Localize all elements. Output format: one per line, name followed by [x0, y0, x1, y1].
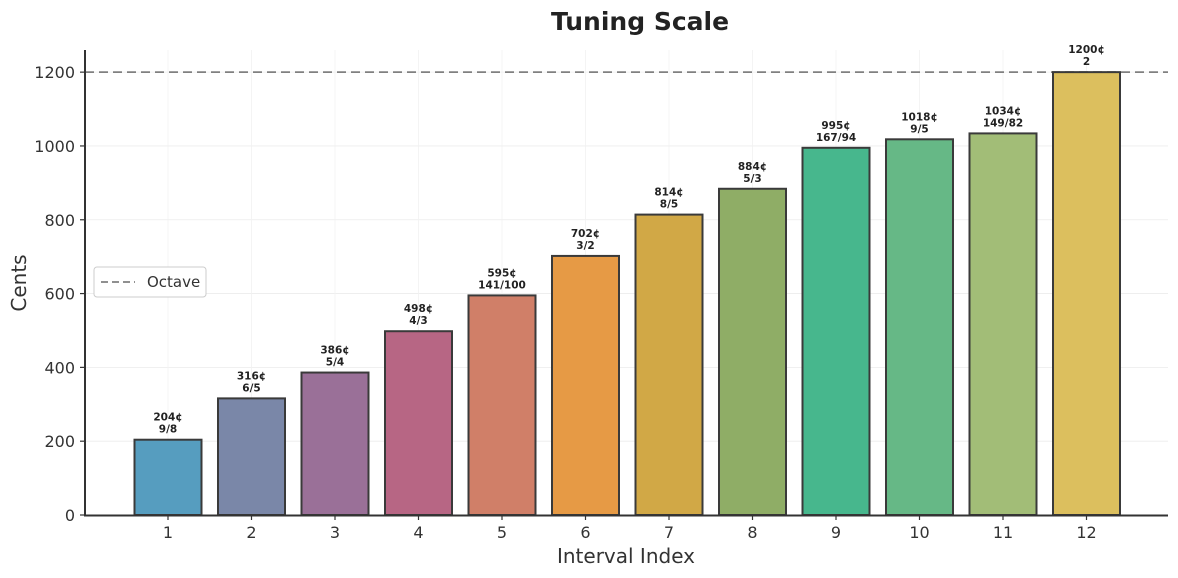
bar-6 [551, 254, 620, 517]
bar-2 [217, 397, 286, 516]
bar-label-cents-3: 386¢ [320, 345, 349, 357]
bar-label-ratio-4: 4/3 [409, 315, 427, 327]
bar-label-ratio-9: 167/94 [816, 132, 856, 144]
bar-label-cents-1: 204¢ [153, 412, 182, 424]
bar-label-ratio-8: 5/3 [743, 173, 761, 185]
x-tick-label-9: 9 [831, 523, 841, 542]
y-tick-labels: 0 200 400 600 800 1000 1200 [34, 63, 85, 525]
bar-9 [801, 146, 871, 517]
y-tick-label-2: 400 [44, 358, 75, 377]
chart-title: Tuning Scale [551, 7, 729, 36]
bar-label-ratio-5: 141/100 [478, 279, 526, 291]
bar-label-cents-6: 702¢ [571, 228, 600, 240]
bar-label-cents-8: 884¢ [738, 161, 767, 173]
bar-1 [133, 438, 203, 517]
y-tick-label-4: 800 [44, 211, 75, 230]
x-tick-label-10: 10 [909, 523, 929, 542]
bar-label-ratio-12: 2 [1083, 56, 1090, 68]
x-tick-labels: 1 2 3 4 5 6 7 8 9 10 11 12 [163, 515, 1097, 542]
bar-label-cents-5: 595¢ [487, 267, 516, 279]
bar-label-ratio-7: 8/5 [660, 199, 678, 211]
x-tick-label-5: 5 [497, 523, 507, 542]
legend-label-octave: Octave [147, 273, 200, 291]
y-tick-label-6: 1200 [34, 63, 75, 82]
x-axis-label: Interval Index [557, 544, 695, 568]
bar-11 [968, 132, 1038, 516]
bar-12 [1052, 71, 1121, 517]
bar-label-cents-10: 1018¢ [901, 111, 938, 123]
x-tick-label-1: 1 [163, 523, 173, 542]
y-tick-label-0: 0 [65, 506, 75, 525]
bar-7 [634, 213, 704, 516]
x-tick-label-6: 6 [580, 523, 590, 542]
bar-labels: 204¢9/8 316¢6/5 386¢5/4 498¢4/3 595¢141/100 7… [153, 44, 1104, 436]
bar-label-cents-11: 1034¢ [985, 105, 1022, 117]
bar-label-cents-4: 498¢ [404, 303, 433, 315]
bar-label-ratio-3: 5/4 [326, 357, 344, 369]
y-axis-label: Cents [7, 254, 31, 311]
y-tick-label-5: 1000 [34, 137, 75, 156]
bar-label-ratio-1: 9/8 [159, 424, 177, 436]
bar-label-ratio-2: 6/5 [242, 382, 260, 394]
bar-10 [885, 138, 954, 517]
x-tick-label-3: 3 [330, 523, 340, 542]
bar-label-cents-2: 316¢ [237, 370, 266, 382]
x-tick-label-7: 7 [664, 523, 674, 542]
bar-label-ratio-10: 9/5 [910, 123, 928, 135]
bars [133, 71, 1121, 517]
y-tick-label-3: 600 [44, 285, 75, 304]
x-tick-label-11: 11 [993, 523, 1013, 542]
x-tick-label-8: 8 [747, 523, 757, 542]
legend: Octave [93, 266, 207, 298]
bar-8 [718, 187, 787, 516]
x-tick-label-4: 4 [413, 523, 423, 542]
bar-label-cents-12: 1200¢ [1068, 44, 1105, 56]
bar-3 [300, 371, 370, 516]
bar-5 [467, 294, 537, 516]
bar-label-ratio-11: 149/82 [983, 117, 1023, 129]
bar-label-cents-7: 814¢ [654, 187, 683, 199]
x-tick-label-2: 2 [246, 523, 256, 542]
bar-label-cents-9: 995¢ [821, 120, 850, 132]
bar-4 [384, 330, 453, 517]
legend-box [93, 266, 207, 298]
y-tick-label-1: 200 [44, 432, 75, 451]
bar-label-ratio-6: 3/2 [576, 240, 594, 252]
x-tick-label-12: 12 [1076, 523, 1096, 542]
